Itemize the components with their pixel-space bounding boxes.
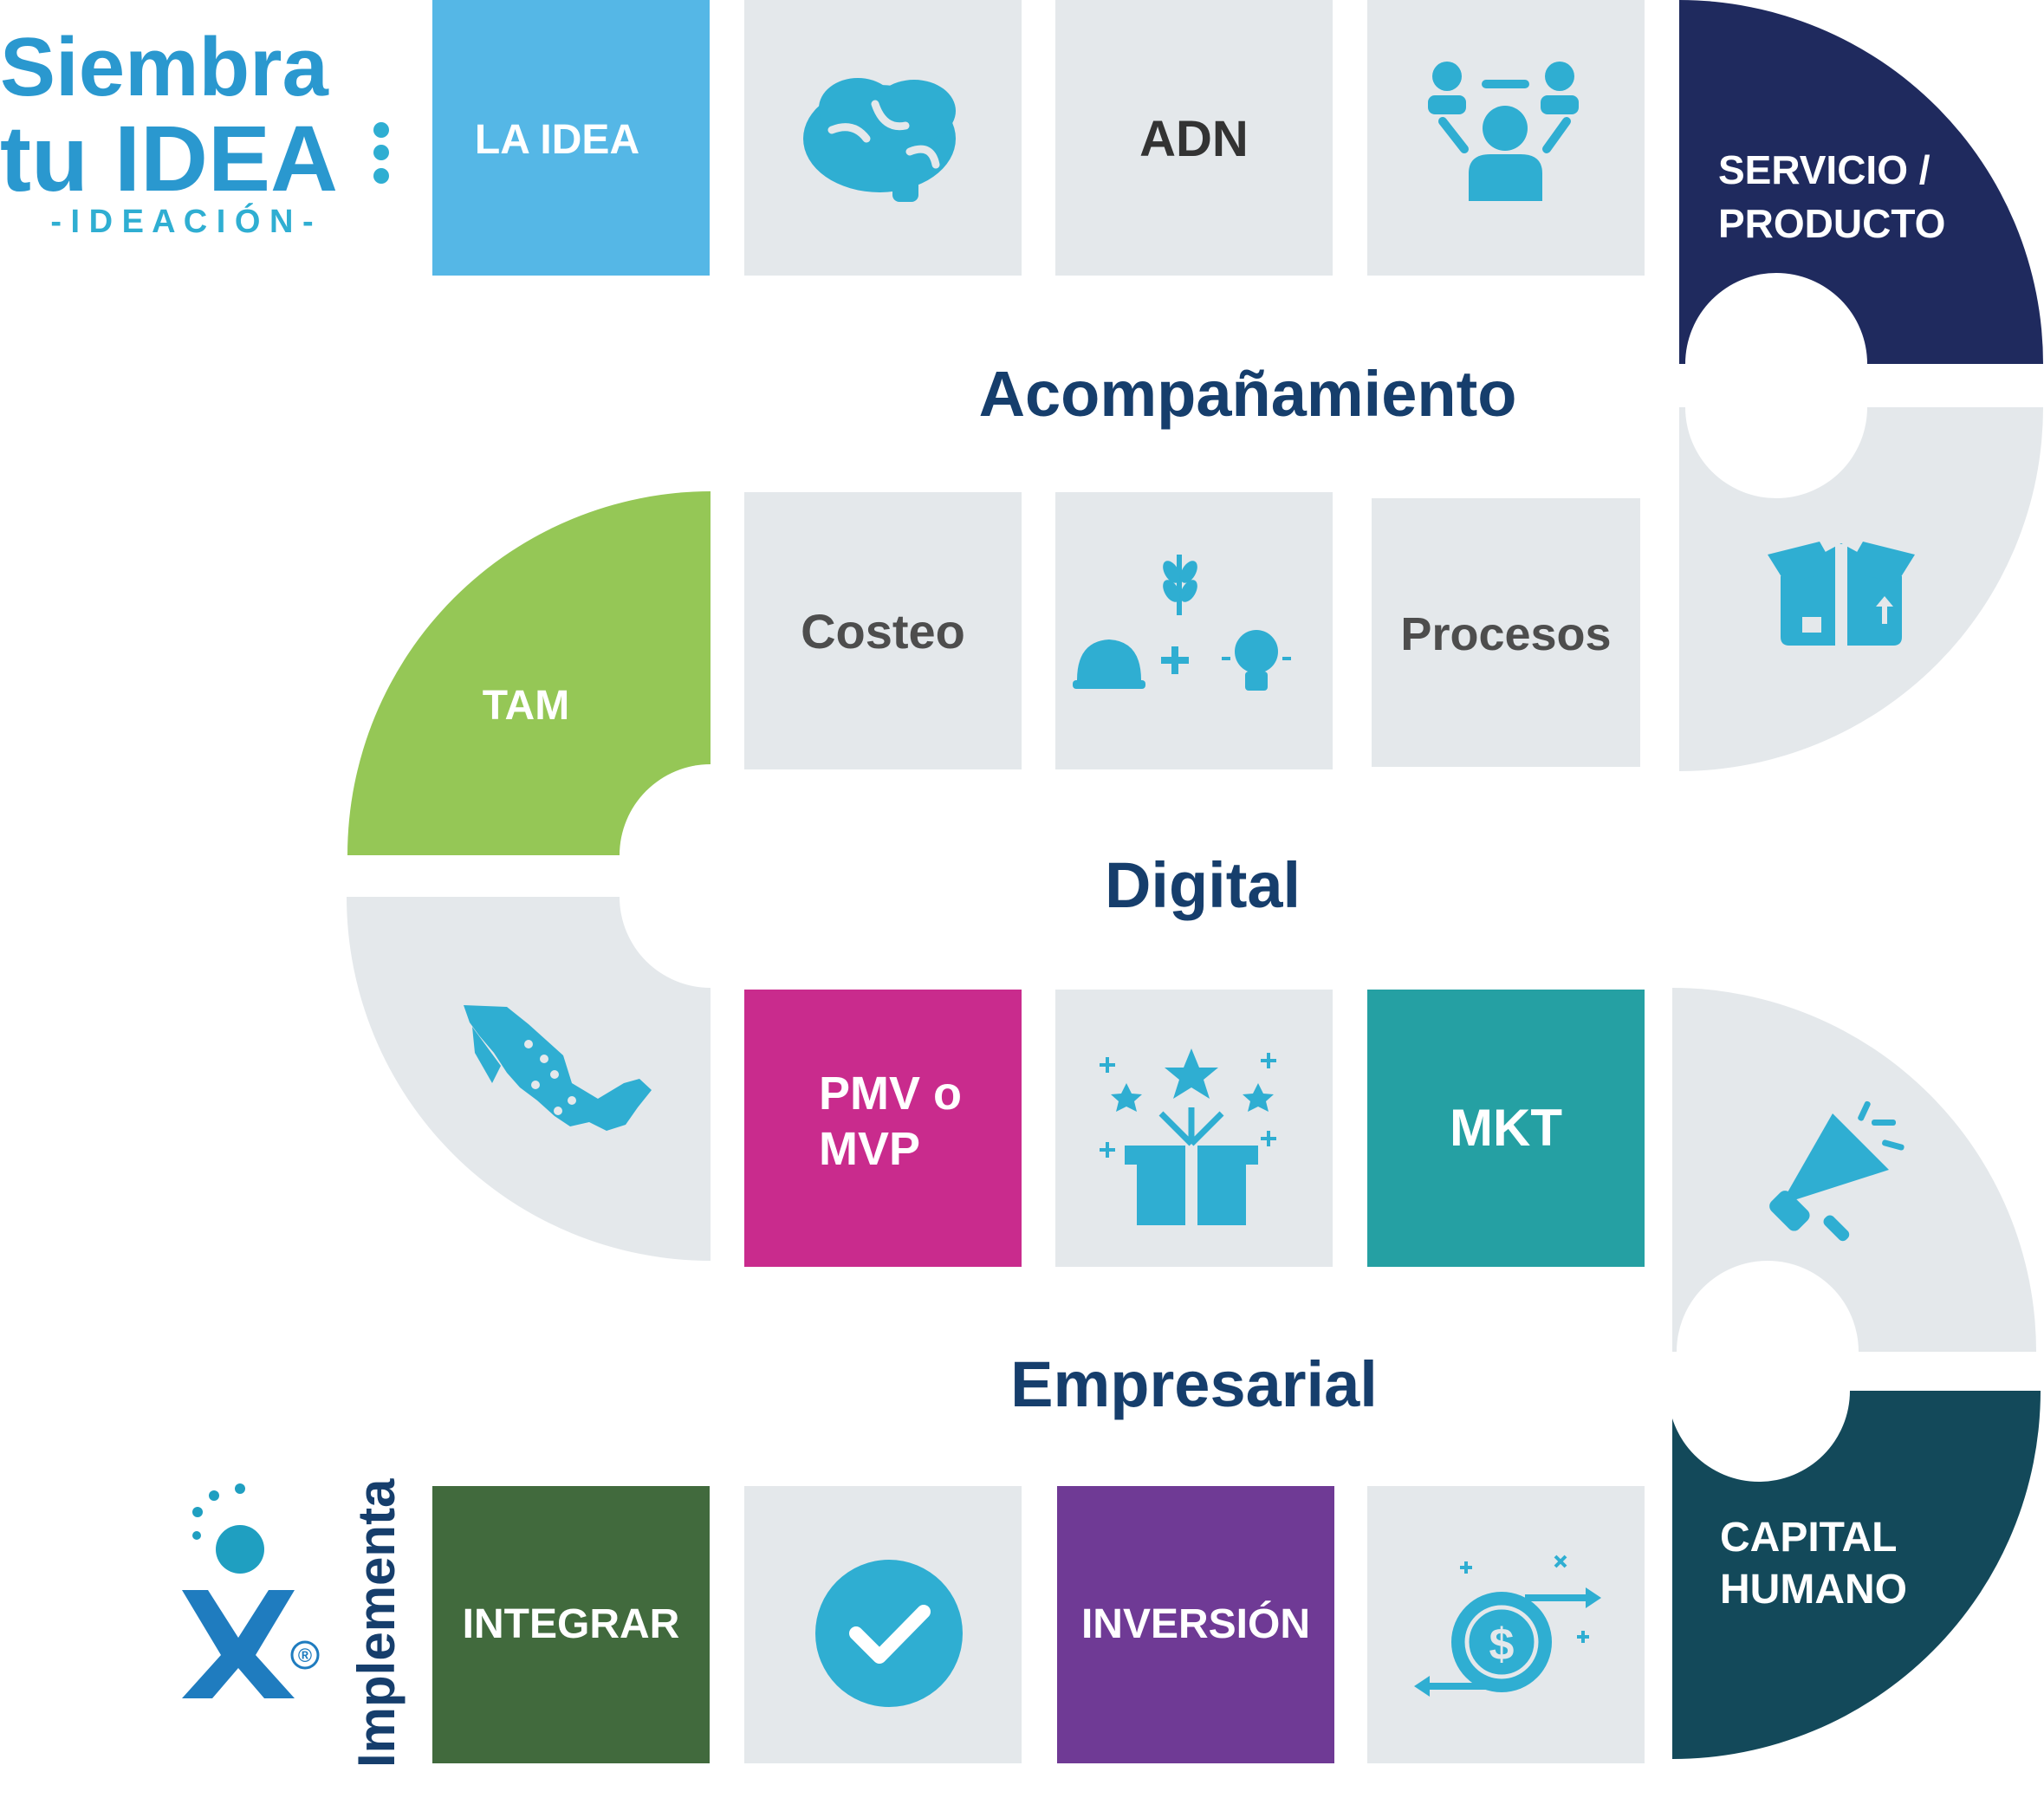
siembra-logo: Siembra tu IDEA - I D E A C I Ó N - [0, 21, 389, 240]
registered-mark: ® [298, 1645, 312, 1666]
capital-line1: CAPITAL [1720, 1515, 1897, 1561]
tile-inversion-label: INVERSIÓN [1081, 1600, 1310, 1647]
tile-capital-label: CAPITAL HUMANO [1720, 1515, 1908, 1613]
brain-icon [803, 78, 956, 202]
tile-brain [744, 0, 1022, 276]
tile-la-idea-label: LA IDEA [475, 117, 639, 163]
tile-adn-label: ADN [1139, 111, 1249, 167]
sprout-dots-icon [373, 122, 389, 184]
tile-money: $ [1367, 1486, 1645, 1763]
money-exchange-icon: $ [1414, 1555, 1601, 1697]
tile-tam: TAM [347, 491, 711, 855]
servicio-line1: SERVICIO / [1718, 147, 1930, 192]
tile-tam-label: TAM [483, 683, 569, 729]
section-digital: Digital [1105, 849, 1301, 921]
tile-megaphone [1672, 988, 2036, 1352]
team-meeting-icon [1428, 62, 1579, 201]
tile-mexico [347, 897, 711, 1261]
tile-team [1367, 0, 1645, 276]
gift-box-stars-icon [1100, 1048, 1276, 1225]
pmv-line1: PMV o [819, 1068, 962, 1120]
tile-pmv-mvp: PMV o MVP [744, 990, 1022, 1267]
tile-capital-humano: CAPITAL HUMANO [1672, 1391, 2041, 1759]
logo-line2: tu IDEA [0, 106, 338, 211]
hardhat-plant-bulb-icon [1073, 555, 1291, 691]
capital-line2: HUMANO [1720, 1567, 1907, 1613]
logo-subtitle: - I D E A C I Ó N - [50, 202, 313, 240]
checkmark-circle-icon [815, 1560, 963, 1707]
tile-procesos-label: Procesos [1400, 608, 1611, 660]
tile-costeo: Costeo [744, 492, 1022, 769]
tile-inversion: INVERSIÓN [1057, 1486, 1334, 1763]
svg-text:$: $ [1489, 1619, 1515, 1670]
tile-integrar: INTEGRAR [432, 1486, 710, 1763]
tile-hardhat-bulb [1055, 492, 1333, 769]
mexico-map-icon [464, 1005, 652, 1131]
implementa-logo-icon: ® [182, 1483, 320, 1698]
implementa-logo: ® Implementa [182, 1478, 406, 1768]
tile-open-box [1679, 407, 2043, 771]
tile-check [744, 1486, 1022, 1763]
implementa-vertical-label: Implementa [347, 1478, 406, 1768]
tile-procesos: Procesos [1372, 498, 1640, 767]
tile-la-idea: LA IDEA [432, 0, 710, 276]
pmv-line2: MVP [819, 1123, 920, 1175]
open-box-icon [1768, 542, 1915, 646]
tile-mkt-label: MKT [1450, 1099, 1562, 1157]
section-empresarial: Empresarial [1010, 1348, 1378, 1420]
servicio-line2: PRODUCTO [1718, 201, 1945, 246]
tile-pmv-label: PMV o MVP [819, 1068, 975, 1175]
megaphone-icon [1769, 1100, 1904, 1242]
tile-costeo-label: Costeo [801, 604, 965, 659]
tile-integrar-label: INTEGRAR [463, 1601, 680, 1647]
tile-servicio-producto: SERVICIO / PRODUCTO [1679, 0, 2043, 364]
logo-line1: Siembra [0, 21, 328, 114]
tile-mkt: MKT [1367, 990, 1645, 1267]
section-acompanamiento: Acompañamiento [979, 358, 1517, 430]
tile-adn: ADN [1055, 0, 1333, 276]
tile-servicio-label: SERVICIO / PRODUCTO [1718, 147, 1945, 246]
tile-gift [1055, 990, 1333, 1267]
